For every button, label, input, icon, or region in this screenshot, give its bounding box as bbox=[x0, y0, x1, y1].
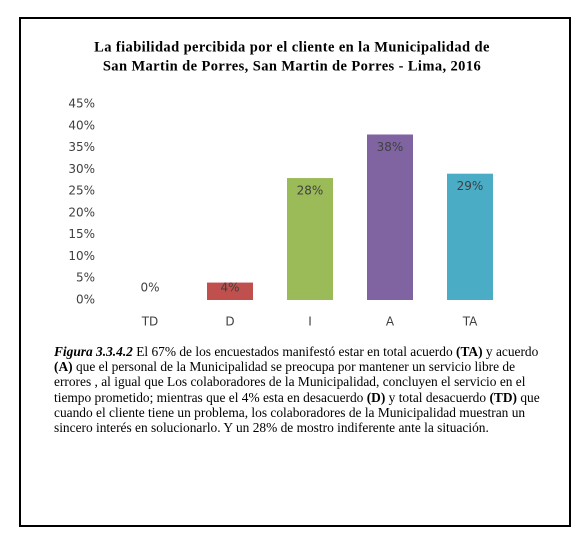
y-tick-label: 0% bbox=[76, 293, 95, 307]
bar bbox=[367, 134, 413, 300]
data-label: 38% bbox=[377, 140, 404, 154]
y-tick-label: 15% bbox=[68, 227, 95, 241]
x-tick-label: D bbox=[225, 315, 234, 329]
y-tick-label: 5% bbox=[76, 271, 95, 285]
caption-run: (TA) bbox=[456, 344, 483, 359]
x-tick-label: TA bbox=[462, 315, 478, 329]
caption-run: que cuando el cliente tiene un problema,… bbox=[54, 389, 540, 436]
y-tick-label: 20% bbox=[68, 205, 95, 219]
y-tick-label: 40% bbox=[68, 118, 95, 132]
chart-title: La fiabilidad percibida por el cliente e… bbox=[94, 39, 490, 55]
x-tick-label: A bbox=[386, 315, 395, 329]
caption-run: y acuerdo bbox=[482, 344, 539, 359]
data-label: 4% bbox=[220, 281, 239, 295]
caption-run: y total desacuerdo bbox=[385, 389, 490, 405]
caption-run: (TD) bbox=[489, 389, 517, 405]
caption-run: El 67% de los encuestados manifestó esta… bbox=[132, 344, 457, 359]
y-tick-label: 30% bbox=[68, 162, 95, 176]
bar bbox=[447, 173, 493, 300]
bar bbox=[207, 282, 253, 300]
y-tick-label: 35% bbox=[68, 140, 95, 154]
y-tick-label: 45% bbox=[68, 97, 95, 111]
y-tick-label: 25% bbox=[68, 184, 95, 198]
x-tick-label: TD bbox=[141, 315, 159, 329]
y-tick-label: 10% bbox=[68, 249, 95, 263]
data-label: 29% bbox=[457, 179, 484, 193]
caption: Figura 3.3.4.2 El 67% de los encuestados… bbox=[54, 344, 540, 435]
data-label: 0% bbox=[140, 281, 159, 295]
bar bbox=[287, 178, 333, 300]
chart-title: San Martin de Porres, San Martin de Porr… bbox=[103, 58, 481, 74]
data-label: 28% bbox=[297, 184, 324, 198]
frame bbox=[19, 17, 571, 527]
caption-run: (A) bbox=[54, 359, 73, 375]
caption-run: (D) bbox=[366, 389, 386, 405]
x-tick-label: I bbox=[308, 315, 312, 329]
caption-run: Figura 3.3.4.2 bbox=[54, 344, 133, 359]
caption-run: que el personal de la Municipalidad se p… bbox=[54, 359, 526, 405]
